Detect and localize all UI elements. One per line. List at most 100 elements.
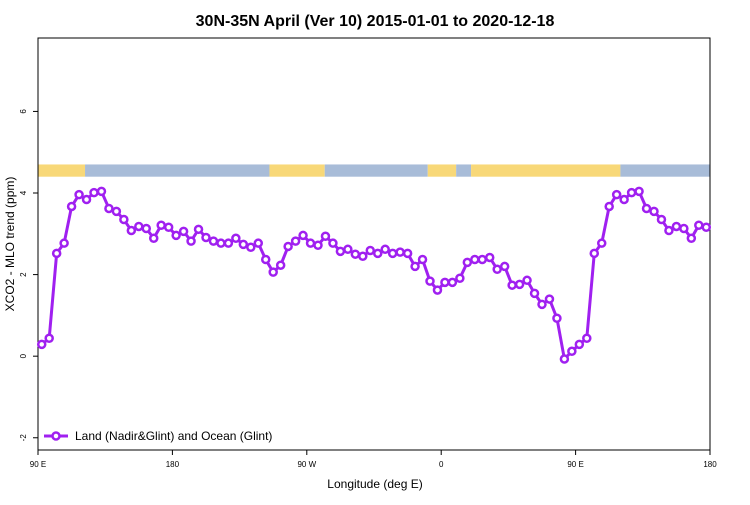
- data-point: [484, 252, 495, 263]
- data-point: [134, 221, 144, 232]
- data-point: [223, 238, 234, 248]
- data-point: [313, 240, 323, 250]
- data-point: [89, 187, 99, 198]
- data-point: [231, 233, 241, 244]
- data-point: [343, 244, 353, 255]
- data-point: [507, 280, 517, 290]
- data-point: [701, 222, 712, 233]
- data-point: [462, 257, 473, 268]
- data-point: [455, 273, 465, 284]
- strip-segment: [456, 164, 472, 177]
- data-point: [335, 246, 346, 257]
- data-point: [440, 277, 450, 288]
- data-point: [567, 346, 577, 357]
- series-line: [40, 189, 707, 363]
- data-point: [328, 238, 338, 248]
- data-point: [582, 333, 592, 343]
- data-point: [208, 236, 219, 246]
- data-point: [410, 261, 420, 272]
- data-point: [664, 225, 674, 236]
- x-tick-label: 90 E: [567, 460, 583, 469]
- data-point: [283, 241, 293, 252]
- y-tick-label: 4: [19, 190, 28, 195]
- data-point: [514, 279, 525, 290]
- data-point: [604, 201, 614, 212]
- x-tick-label: 90 E: [30, 460, 46, 469]
- data-point: [380, 244, 390, 255]
- data-point: [694, 220, 704, 230]
- data-point: [119, 214, 129, 225]
- data-point: [126, 225, 137, 236]
- data-point: [186, 236, 196, 246]
- x-tick-label: 180: [166, 460, 180, 469]
- legend-label: Land (Nadir&Glint) and Ocean (Glint): [75, 429, 272, 443]
- data-point: [305, 238, 316, 248]
- data-point: [148, 233, 159, 244]
- data-point: [649, 206, 659, 217]
- data-point: [111, 206, 122, 217]
- data-point: [141, 223, 152, 234]
- data-point: [372, 248, 383, 259]
- data-point: [395, 247, 405, 257]
- data-point: [171, 230, 181, 241]
- data-point: [290, 236, 301, 246]
- data-point: [358, 251, 368, 261]
- data-point: [686, 233, 697, 244]
- data-point: [552, 313, 562, 323]
- y-axis-label: XCO2 - MLO trend (ppm): [3, 177, 17, 312]
- data-point: [432, 285, 443, 295]
- data-point: [611, 189, 622, 200]
- data-point: [402, 248, 413, 259]
- data-point: [66, 201, 77, 212]
- data-point: [544, 294, 555, 304]
- data-point: [104, 203, 114, 214]
- data-point: [260, 254, 271, 265]
- data-point: [350, 249, 361, 259]
- strip-segment: [427, 164, 457, 177]
- data-point: [178, 226, 189, 237]
- data-point: [574, 339, 585, 350]
- y-tick-label: -2: [19, 434, 28, 442]
- data-point: [522, 275, 532, 286]
- data-point: [193, 224, 204, 235]
- data-point: [537, 299, 547, 310]
- data-point: [671, 221, 682, 232]
- data-point: [81, 194, 92, 205]
- strip-segment: [620, 164, 710, 177]
- data-point: [163, 222, 174, 233]
- data-point: [268, 267, 278, 277]
- data-point: [320, 231, 331, 241]
- data-point: [246, 242, 256, 253]
- data-point: [492, 264, 502, 275]
- data-point: [59, 238, 69, 248]
- data-point: [589, 248, 600, 259]
- data-point: [201, 232, 211, 243]
- data-point: [499, 261, 510, 272]
- data-point: [96, 186, 107, 197]
- strip-segment: [38, 164, 86, 177]
- data-point: [298, 230, 308, 241]
- chart-title: 30N-35N April (Ver 10) 2015-01-01 to 202…: [196, 13, 555, 30]
- x-tick-label: 180: [703, 460, 717, 469]
- x-tick-label: 0: [439, 460, 444, 469]
- data-point: [470, 254, 480, 265]
- data-point: [447, 277, 458, 288]
- y-tick-label: 2: [19, 272, 28, 277]
- strip-segment: [85, 164, 270, 177]
- data-point: [74, 189, 84, 200]
- data-point: [51, 248, 62, 259]
- data-point: [417, 254, 428, 265]
- data-point: [387, 248, 398, 259]
- data-point: [559, 354, 570, 364]
- data-point: [679, 223, 689, 234]
- strip-segment: [471, 164, 621, 177]
- data-point: [216, 238, 226, 248]
- data-point: [641, 203, 652, 214]
- data-point: [425, 276, 435, 286]
- y-tick-label: 0: [19, 353, 28, 358]
- strip-segment: [269, 164, 325, 177]
- data-point: [365, 245, 376, 256]
- data-point: [634, 186, 644, 197]
- y-tick-label: 6: [19, 109, 28, 114]
